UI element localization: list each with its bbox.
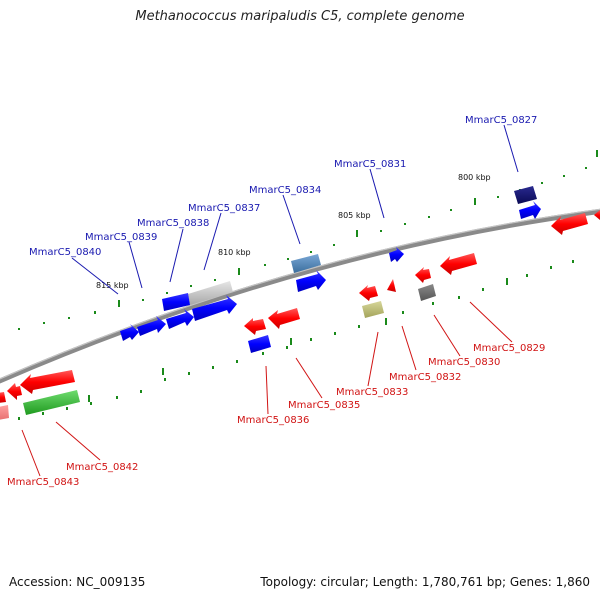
- gene-label-mmarc5-0839: MmarC5_0839: [85, 232, 157, 243]
- outer-ruler: [18, 150, 598, 330]
- gene-arrow: [551, 213, 588, 235]
- gene-arrow: [0, 392, 6, 403]
- gene-arrow: [418, 284, 436, 301]
- gene-label-mmarc5-0833: MmarC5_0833: [336, 387, 408, 398]
- gene-label-mmarc5-0843: MmarC5_0843: [7, 477, 79, 488]
- map-title: Methanococcus maripaludis C5, complete g…: [135, 9, 465, 24]
- inner-ruler: [18, 260, 574, 420]
- gene-arrow: [362, 301, 384, 318]
- gene-label-mmarc5-0834: MmarC5_0834: [249, 185, 321, 196]
- gene-arrow: [137, 316, 166, 336]
- gene-arrow: [296, 270, 326, 292]
- gene-arrow: [166, 309, 194, 329]
- reverse-strand-genes: [0, 210, 600, 420]
- label-leaders: [21, 124, 519, 477]
- gene-arrow: [248, 335, 271, 353]
- gene-arrow: [359, 285, 378, 301]
- gene-arrow: [20, 370, 75, 394]
- gene-arrow: [387, 279, 396, 292]
- gene-arrow: [23, 390, 80, 415]
- gene-arrow: [268, 308, 300, 329]
- position-ticks: 800 kbp 805 kbp 810 kbp 815 kbp: [96, 173, 491, 290]
- gene-label-mmarc5-0842: MmarC5_0842: [66, 462, 138, 473]
- gene-arrow: [519, 201, 541, 219]
- gene-label-mmarc5-0831: MmarC5_0831: [334, 159, 406, 170]
- gene-label-mmarc5-0830: MmarC5_0830: [428, 357, 500, 368]
- forward-labels: MmarC5_0827 MmarC5_0831 MmarC5_0834 Mmar…: [29, 115, 537, 258]
- gene-label-mmarc5-0837: MmarC5_0837: [188, 203, 260, 214]
- genome-backbone: [0, 208, 600, 384]
- gene-arrow: [594, 210, 600, 220]
- gene-arrow: [244, 318, 266, 335]
- gene-label-mmarc5-0840: MmarC5_0840: [29, 247, 101, 258]
- gene-label-mmarc5-0838: MmarC5_0838: [137, 218, 209, 229]
- gene-label-mmarc5-0832: MmarC5_0832: [389, 372, 461, 383]
- gene-arrow: [120, 324, 139, 341]
- gene-arrow: [415, 267, 431, 283]
- gene-arrow: [7, 383, 22, 400]
- gene-arrow: [291, 254, 321, 273]
- reverse-labels: MmarC5_0829 MmarC5_0830 MmarC5_0832 Mmar…: [7, 343, 545, 488]
- gene-arrow: [188, 281, 233, 305]
- genome-summary-text: Topology: circular; Length: 1,780,761 bp…: [260, 575, 590, 589]
- gene-arrow: [0, 405, 9, 420]
- accession-text: Accession: NC_009135: [9, 575, 146, 589]
- gene-arrow: [389, 247, 404, 262]
- gene-label-mmarc5-0835: MmarC5_0835: [288, 400, 360, 411]
- gene-label-mmarc5-0836: MmarC5_0836: [237, 415, 309, 426]
- gene-arrow: [162, 293, 190, 311]
- gene-label-mmarc5-0829: MmarC5_0829: [473, 343, 545, 354]
- tick-815kbp: 815 kbp: [96, 281, 129, 290]
- gene-label-mmarc5-0827: MmarC5_0827: [465, 115, 537, 126]
- gene-arrow: [192, 295, 237, 321]
- tick-810kbp: 810 kbp: [218, 248, 251, 257]
- gene-arrow: [514, 186, 537, 204]
- tick-800kbp: 800 kbp: [458, 173, 491, 182]
- tick-805kbp: 805 kbp: [338, 211, 371, 220]
- forward-strand-genes: [120, 186, 541, 341]
- gene-arrow: [440, 253, 477, 275]
